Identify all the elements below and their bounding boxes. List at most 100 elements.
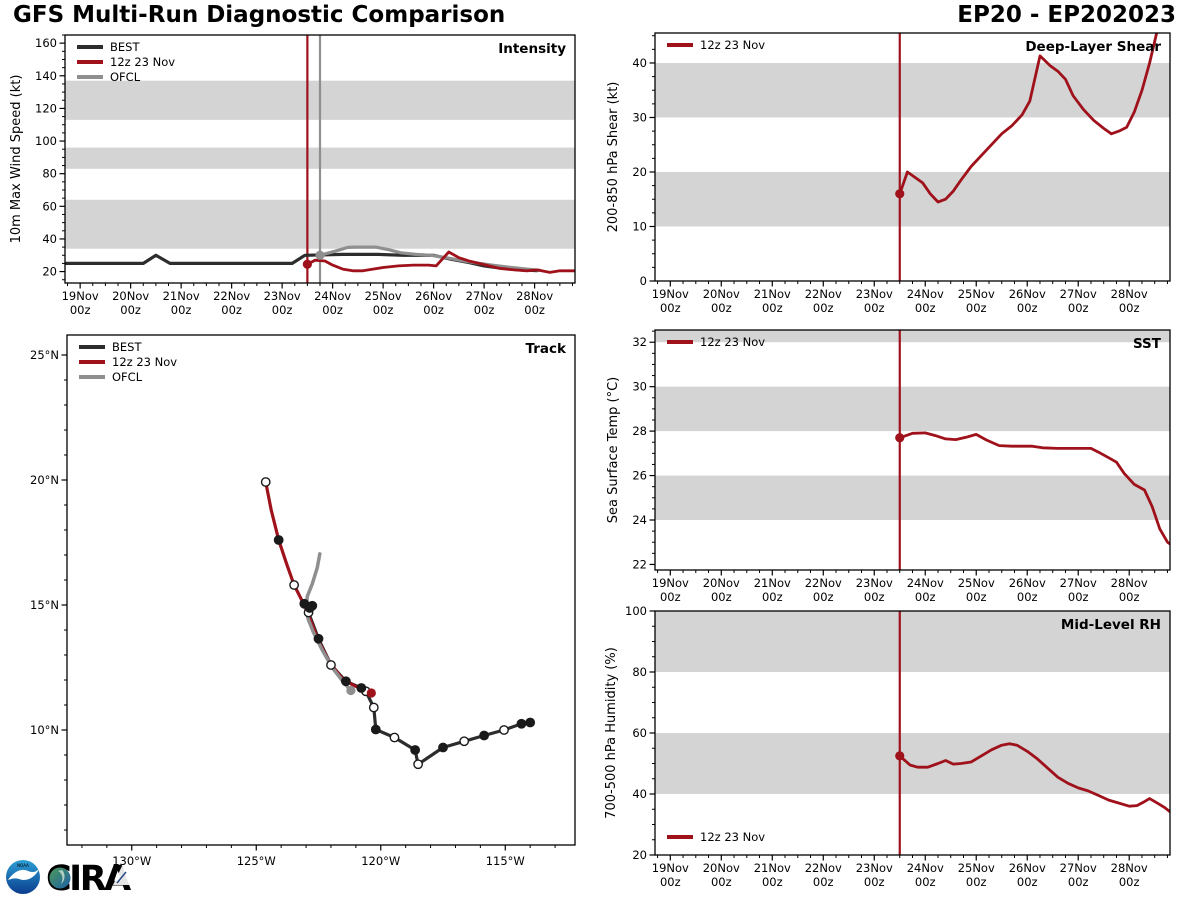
- svg-text:120: 120: [35, 101, 57, 115]
- svg-text:00z: 00z: [762, 875, 783, 889]
- svg-text:20: 20: [632, 848, 647, 862]
- intensity-chart: 19Nov00z20Nov00z21Nov00z22Nov00z23Nov00z…: [9, 34, 576, 317]
- page-title: GFS Multi-Run Diagnostic Comparison: [13, 2, 506, 28]
- svg-text:20: 20: [42, 265, 57, 279]
- svg-text:26Nov: 26Nov: [1009, 861, 1046, 875]
- svg-text:BEST: BEST: [110, 40, 140, 54]
- svg-text:00z: 00z: [373, 303, 394, 317]
- svg-text:00z: 00z: [1068, 590, 1089, 604]
- svg-text:00z: 00z: [864, 590, 885, 604]
- svg-text:10m Max Wind Speed (kt): 10m Max Wind Speed (kt): [9, 75, 24, 244]
- svg-text:00z: 00z: [966, 590, 987, 604]
- svg-text:OFCL: OFCL: [110, 70, 141, 84]
- svg-text:24Nov: 24Nov: [907, 287, 944, 301]
- svg-text:00z: 00z: [474, 303, 495, 317]
- svg-text:100: 100: [625, 604, 647, 618]
- svg-text:BEST: BEST: [112, 340, 142, 354]
- svg-text:22Nov: 22Nov: [805, 861, 842, 875]
- svg-text:19Nov: 19Nov: [652, 287, 689, 301]
- svg-text:00z: 00z: [660, 301, 681, 315]
- svg-text:28Nov: 28Nov: [516, 289, 553, 303]
- svg-text:00z: 00z: [70, 303, 91, 317]
- svg-text:20Nov: 20Nov: [112, 289, 149, 303]
- svg-text:00z: 00z: [322, 303, 343, 317]
- svg-text:24Nov: 24Nov: [907, 576, 944, 590]
- svg-text:40: 40: [42, 232, 57, 246]
- noaa-logo-text: NOAA: [17, 863, 29, 868]
- svg-text:00z: 00z: [864, 875, 885, 889]
- svg-text:40: 40: [632, 56, 647, 70]
- svg-text:22Nov: 22Nov: [213, 289, 250, 303]
- svg-text:00z: 00z: [221, 303, 242, 317]
- svg-text:700-500 hPa Humidity (%): 700-500 hPa Humidity (%): [604, 647, 619, 819]
- svg-text:22Nov: 22Nov: [805, 576, 842, 590]
- svg-text:27Nov: 27Nov: [1060, 861, 1097, 875]
- sst-chart: 19Nov00z20Nov00z21Nov00z22Nov00z23Nov00z…: [606, 329, 1171, 604]
- svg-text:00z: 00z: [1017, 875, 1038, 889]
- svg-text:28Nov: 28Nov: [1111, 861, 1148, 875]
- svg-text:23Nov: 23Nov: [264, 289, 301, 303]
- svg-text:00z: 00z: [524, 303, 545, 317]
- svg-text:12z 23 Nov: 12z 23 Nov: [110, 55, 175, 69]
- svg-text:28Nov: 28Nov: [1111, 287, 1148, 301]
- svg-text:21Nov: 21Nov: [754, 576, 791, 590]
- svg-text:00z: 00z: [813, 590, 834, 604]
- svg-text:00z: 00z: [1119, 590, 1140, 604]
- cira-globe-icon: [49, 867, 71, 889]
- svg-text:Sea Surface Temp (°C): Sea Surface Temp (°C): [606, 377, 621, 524]
- svg-text:00z: 00z: [711, 875, 732, 889]
- svg-text:00z: 00z: [813, 301, 834, 315]
- svg-text:00z: 00z: [711, 301, 732, 315]
- cira-dish-icon: [113, 866, 130, 885]
- svg-text:Track: Track: [526, 341, 567, 357]
- svg-text:Intensity: Intensity: [498, 41, 566, 57]
- svg-text:00z: 00z: [660, 590, 681, 604]
- svg-text:OFCL: OFCL: [112, 370, 143, 384]
- svg-text:00z: 00z: [1119, 301, 1140, 315]
- rh-chart: 19Nov00z20Nov00z21Nov00z22Nov00z23Nov00z…: [604, 604, 1171, 889]
- svg-text:12z 23 Nov: 12z 23 Nov: [700, 38, 765, 52]
- svg-text:21Nov: 21Nov: [754, 287, 791, 301]
- svg-text:160: 160: [35, 36, 57, 50]
- svg-text:00z: 00z: [1068, 875, 1089, 889]
- svg-text:12z 23 Nov: 12z 23 Nov: [112, 355, 177, 369]
- svg-text:26Nov: 26Nov: [1009, 576, 1046, 590]
- noaa-logo: NOAA: [6, 860, 40, 894]
- svg-text:24Nov: 24Nov: [314, 289, 351, 303]
- svg-text:SST: SST: [1133, 336, 1162, 352]
- svg-text:21Nov: 21Nov: [163, 289, 200, 303]
- svg-text:00z: 00z: [966, 301, 987, 315]
- svg-text:27Nov: 27Nov: [466, 289, 503, 303]
- logo-group: NOAA CIRA: [6, 859, 134, 898]
- svg-text:00z: 00z: [915, 590, 936, 604]
- svg-text:28: 28: [632, 424, 647, 438]
- svg-text:20: 20: [632, 165, 647, 179]
- svg-text:20Nov: 20Nov: [703, 576, 740, 590]
- svg-text:60: 60: [632, 726, 647, 740]
- svg-text:0: 0: [640, 274, 647, 288]
- cira-logo: CIRA: [46, 859, 134, 898]
- svg-text:23Nov: 23Nov: [856, 576, 893, 590]
- svg-text:19Nov: 19Nov: [652, 576, 689, 590]
- svg-text:28Nov: 28Nov: [1111, 576, 1148, 590]
- svg-text:22: 22: [632, 557, 647, 571]
- svg-text:19Nov: 19Nov: [62, 289, 99, 303]
- svg-text:00z: 00z: [660, 875, 681, 889]
- svg-text:115°W: 115°W: [486, 854, 525, 868]
- svg-text:130°W: 130°W: [112, 854, 151, 868]
- svg-text:40: 40: [632, 787, 647, 801]
- svg-text:30: 30: [632, 110, 647, 124]
- svg-text:100: 100: [35, 134, 57, 148]
- svg-text:25Nov: 25Nov: [958, 861, 995, 875]
- svg-text:120°W: 120°W: [361, 854, 400, 868]
- svg-text:00z: 00z: [423, 303, 444, 317]
- svg-text:140: 140: [35, 69, 57, 83]
- svg-text:20Nov: 20Nov: [703, 861, 740, 875]
- svg-text:25°N: 25°N: [30, 348, 59, 362]
- svg-text:00z: 00z: [813, 875, 834, 889]
- svg-text:80: 80: [632, 665, 647, 679]
- svg-text:00z: 00z: [171, 303, 192, 317]
- svg-text:10°N: 10°N: [30, 723, 59, 737]
- svg-text:60: 60: [42, 199, 57, 213]
